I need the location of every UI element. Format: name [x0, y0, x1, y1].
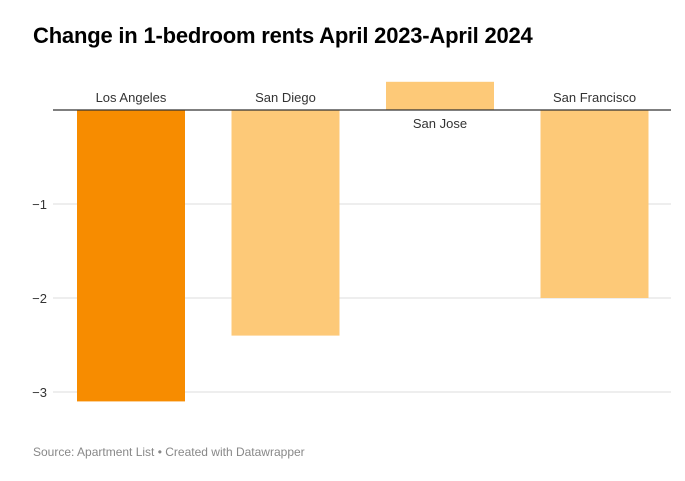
- y-tick-label: −2: [32, 291, 47, 306]
- bar: [231, 110, 340, 336]
- bar: [540, 110, 649, 298]
- y-tick-label: −3: [32, 385, 47, 400]
- bar: [77, 110, 185, 402]
- chart-title: Change in 1-bedroom rents April 2023-Apr…: [33, 23, 533, 48]
- source-note: Source: Apartment List • Created with Da…: [33, 445, 305, 459]
- category-label: San Francisco: [553, 90, 636, 105]
- y-tick-label: −1: [32, 197, 47, 212]
- category-label: San Diego: [255, 90, 316, 105]
- category-label: San Jose: [413, 116, 467, 131]
- category-label: Los Angeles: [96, 90, 167, 105]
- bar: [386, 81, 494, 110]
- bar-layer: [77, 81, 649, 402]
- label-layer: Los Angeles San Diego San Jose San Francisc…: [96, 90, 636, 131]
